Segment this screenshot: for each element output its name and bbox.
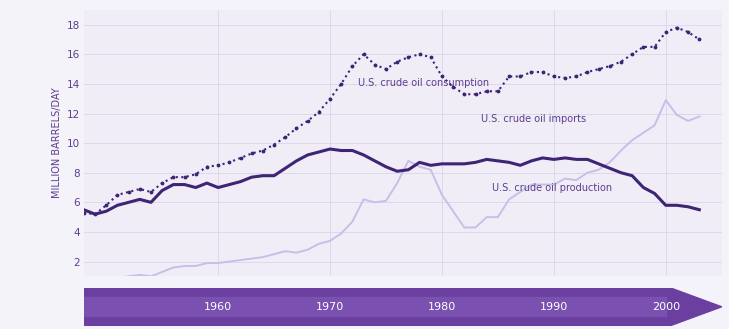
Text: 1960: 1960 — [204, 302, 233, 312]
Text: 1980: 1980 — [428, 302, 456, 312]
Text: 1970: 1970 — [316, 302, 344, 312]
Text: 1990: 1990 — [539, 302, 568, 312]
Text: U.S. crude oil consumption: U.S. crude oil consumption — [358, 78, 489, 88]
Text: U.S. crude oil imports: U.S. crude oil imports — [481, 114, 586, 124]
Bar — [73, 297, 666, 316]
Y-axis label: MILLION BARRELS/DAY: MILLION BARRELS/DAY — [52, 88, 62, 198]
Text: 2000: 2000 — [652, 302, 680, 312]
Text: U.S. crude oil production: U.S. crude oil production — [492, 183, 612, 193]
FancyArrow shape — [73, 288, 722, 325]
